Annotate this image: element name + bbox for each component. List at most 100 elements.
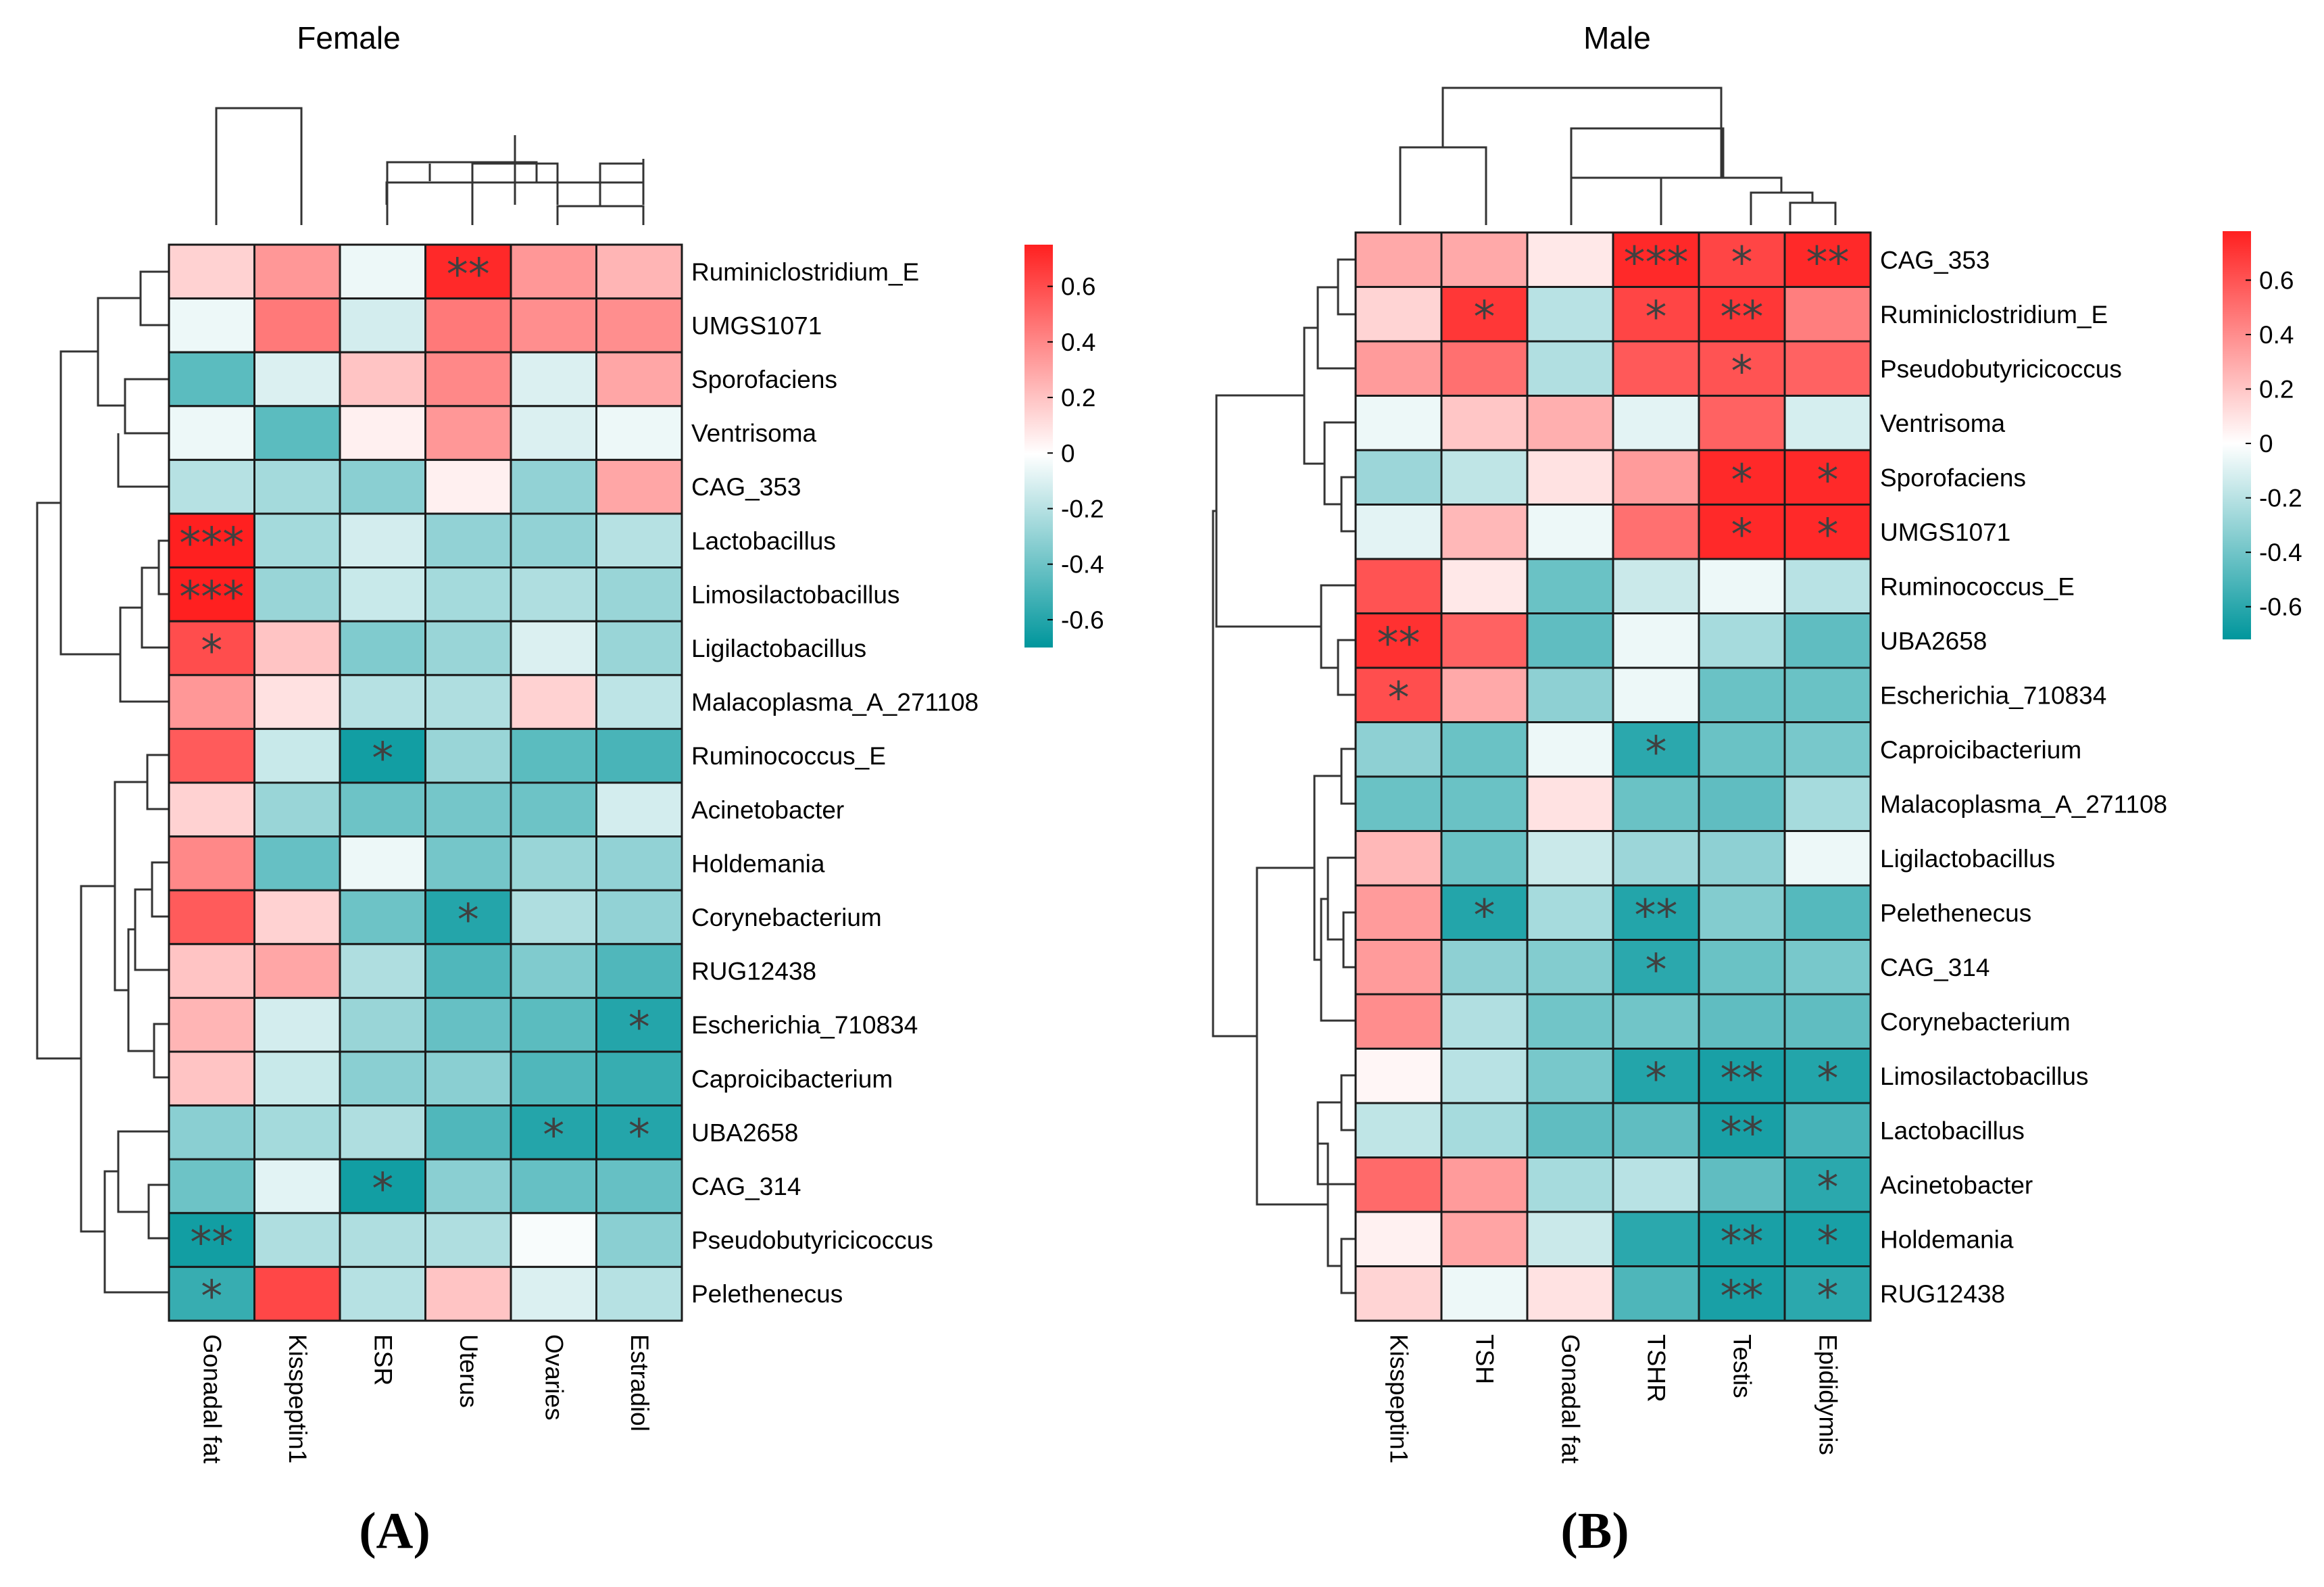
heatmap-cell [339, 405, 426, 461]
legend-tick-label: 0.4 [1061, 328, 1095, 356]
legend-tick-label: 0.2 [1061, 384, 1095, 412]
heatmap-cell [339, 566, 426, 622]
heatmap-cell [1612, 395, 1700, 451]
heatmap-cell [168, 889, 255, 946]
heatmap-cell [510, 458, 597, 515]
heatmap-cell [339, 351, 426, 408]
heatmap-cell [424, 1212, 512, 1268]
heatmap-cell [1698, 1265, 1786, 1322]
heatmap-cell [339, 1050, 426, 1107]
significance-mark: ** [1806, 238, 1850, 288]
heatmap-cell [1698, 449, 1786, 506]
row-label: UMGS1071 [691, 312, 822, 339]
significance-mark: * [1731, 347, 1753, 397]
legend-bar-a [1024, 245, 1053, 648]
heatmap-cell [339, 781, 426, 838]
heatmap-cell [253, 727, 341, 784]
heatmap-cell [1440, 612, 1529, 669]
row-label: Ruminococcus_E [691, 742, 886, 770]
heatmap-cell [1612, 286, 1700, 343]
heatmap-cell [424, 835, 512, 892]
row-label: Pelethenecus [691, 1280, 843, 1308]
heatmap-cell [253, 351, 341, 408]
heatmap-cell [253, 297, 341, 353]
significance-mark: * [628, 1003, 650, 1053]
heatmap-cell [1526, 775, 1614, 832]
heatmap-cell [1440, 340, 1529, 397]
heatmap-cell [424, 566, 512, 622]
significance-mark: ** [1721, 1272, 1764, 1322]
heatmap-cell [1783, 666, 1872, 723]
heatmap-cell [1783, 993, 1872, 1050]
significance-mark: * [1646, 293, 1667, 343]
row-label: CAG_353 [1880, 246, 1990, 274]
heatmap-cell [1354, 231, 1443, 288]
significance-mark: * [201, 1272, 222, 1322]
heatmap-cell [424, 781, 512, 838]
heatmap-cell [510, 835, 597, 892]
legend-tick-label: -0.4 [2259, 539, 2302, 566]
heatmap-cell [1440, 666, 1529, 723]
row-label: Ventrisoma [1880, 410, 2006, 437]
heatmap-cell [1440, 1265, 1529, 1322]
row-label: Acinetobacter [1880, 1171, 2033, 1199]
heatmap-cell [168, 781, 255, 838]
column-label: TSHR [1643, 1334, 1671, 1402]
heatmap-cell [339, 1104, 426, 1161]
significance-mark: * [543, 1110, 564, 1161]
heatmap-cell [1612, 1211, 1700, 1267]
legend-tick-label: 0 [1061, 439, 1075, 467]
heatmap-cell [1526, 830, 1614, 887]
row-label: RUG12438 [1880, 1280, 2005, 1308]
heatmap-cell [1440, 449, 1529, 506]
significance-mark: * [1646, 728, 1667, 778]
heatmap-cell [595, 727, 683, 784]
heatmap-cell [424, 889, 512, 946]
legend-tick-label: -0.2 [1061, 495, 1104, 522]
heatmap-cell [168, 566, 255, 622]
heatmap-cell [168, 1158, 255, 1215]
heatmap-cell [510, 566, 597, 622]
heatmap-cell [339, 458, 426, 515]
heatmap-cell [595, 351, 683, 408]
heatmap-cell [510, 674, 597, 730]
legend-tick-label: 0.6 [1061, 273, 1095, 301]
column-label: Uterus [455, 1334, 483, 1408]
heatmap-cell [1354, 340, 1443, 397]
significance-mark: * [1817, 1163, 1839, 1213]
heatmap-cell [595, 996, 683, 1053]
row-label: Escherichia_710834 [691, 1011, 918, 1039]
row-label: Sporofaciens [1880, 464, 2026, 491]
row-dendrogram-b [1212, 258, 1356, 1294]
heatmap-cell [253, 458, 341, 515]
heatmap-cell [424, 1050, 512, 1107]
heatmap-cell [253, 512, 341, 569]
heatmap-cell [424, 458, 512, 515]
heatmap-cell [168, 297, 255, 353]
significance-mark: ** [1721, 1054, 1764, 1104]
heatmap-cell [510, 351, 597, 408]
heatmap-cell [510, 620, 597, 677]
heatmap-cell [1612, 504, 1700, 560]
row-label: Corynebacterium [1880, 1008, 2071, 1035]
heatmap-cell [1698, 231, 1786, 288]
heatmap-cell [1612, 775, 1700, 832]
heatmap-cell [168, 458, 255, 515]
row-labels-a: Ruminiclostridium_E UMGS1071 Sporofaciens V… [691, 258, 979, 1308]
row-label: CAG_353 [691, 473, 801, 501]
significance-mark: * [1817, 1054, 1839, 1104]
significance-mark: * [1646, 1054, 1667, 1104]
heatmap-cell [339, 889, 426, 946]
row-label: Limosilactobacillus [1880, 1063, 2088, 1090]
heatmap-cell [339, 674, 426, 730]
heatmap-cell [1440, 231, 1529, 288]
significance-mark: * [372, 734, 393, 784]
significance-mark: * [1817, 1272, 1839, 1322]
row-label: Escherichia_710834 [1880, 681, 2106, 709]
heatmap-cell [595, 620, 683, 677]
panel-b-male: Male [1212, 20, 2302, 1559]
heatmap-cell [1354, 993, 1443, 1050]
heatmap-cell [1783, 1048, 1872, 1104]
row-label: Limosilactobacillus [691, 581, 899, 608]
